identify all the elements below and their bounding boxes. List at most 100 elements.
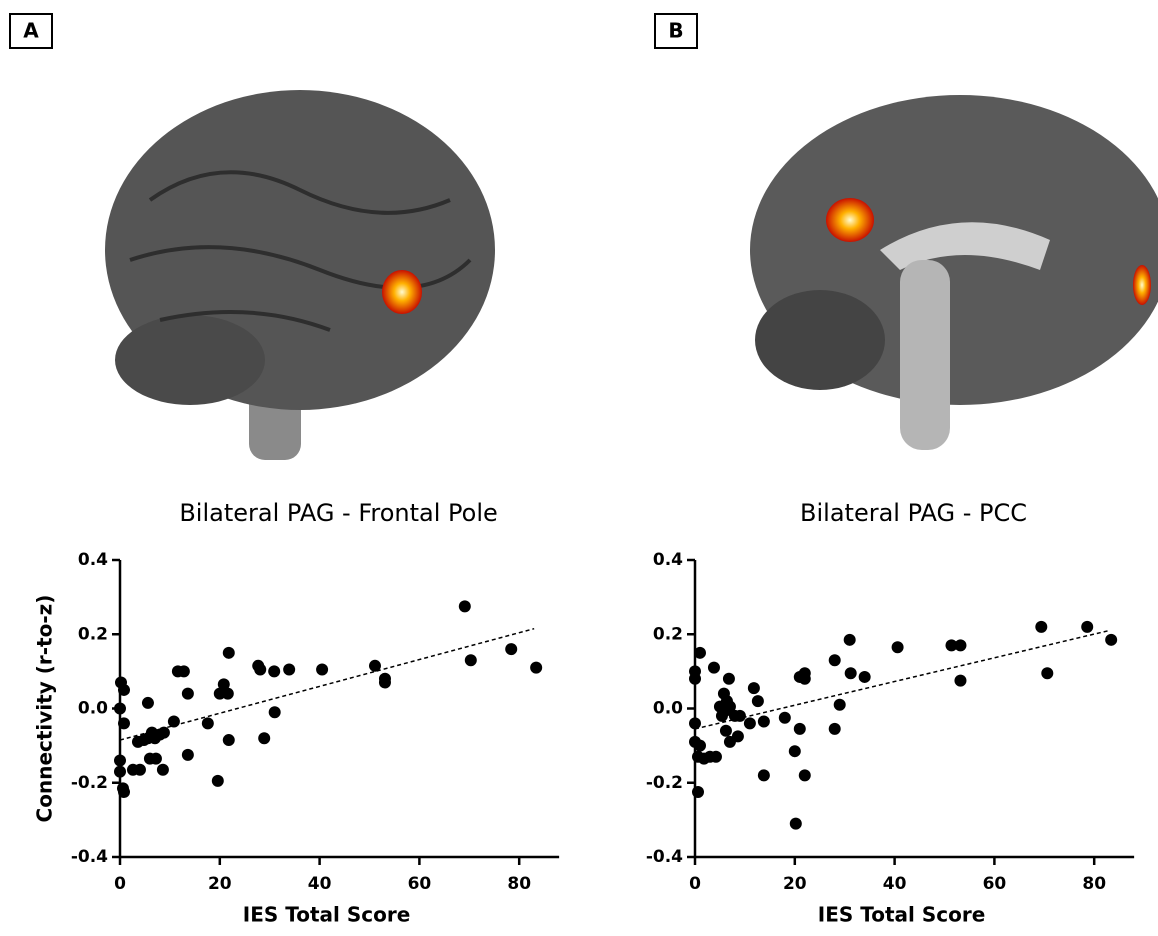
point (142, 697, 154, 709)
point (789, 745, 801, 757)
y-tick-label: -0.2 (71, 773, 108, 793)
point (269, 706, 281, 718)
point (758, 769, 770, 781)
point (790, 818, 802, 830)
y-axis-label: Connectivity (r-to-z) (33, 595, 57, 823)
chart-title: Bilateral PAG - Frontal Pole (179, 499, 497, 527)
x-tick-label: 40 (883, 874, 907, 894)
x-tick-label: 0 (114, 874, 126, 894)
point (118, 717, 130, 729)
point (1035, 621, 1047, 633)
point (157, 764, 169, 776)
point (1041, 667, 1053, 679)
x-tick-label: 60 (408, 874, 432, 894)
point (758, 715, 770, 727)
x-axis-label: IES Total Score (243, 903, 411, 927)
y-tick-label: 0.4 (78, 550, 108, 570)
activation (1133, 265, 1151, 305)
x-tick-label: 0 (689, 874, 701, 894)
point (459, 600, 471, 612)
x-tick-label: 80 (1082, 874, 1106, 894)
point (892, 641, 904, 653)
point (1105, 634, 1117, 646)
point (734, 710, 746, 722)
point (268, 665, 280, 677)
point (150, 753, 162, 765)
point (258, 732, 270, 744)
point (223, 734, 235, 746)
point (845, 667, 857, 679)
y-tick-label: -0.4 (71, 847, 108, 867)
point (168, 715, 180, 727)
point (744, 717, 756, 729)
brainstem (900, 260, 950, 450)
point (223, 647, 235, 659)
x-tick-label: 60 (983, 874, 1007, 894)
cerebellum (115, 315, 265, 405)
y-tick-label: 0.0 (78, 699, 108, 719)
point (118, 684, 130, 696)
point (694, 740, 706, 752)
point (530, 662, 542, 674)
point (954, 639, 966, 651)
point (844, 634, 856, 646)
point (202, 717, 214, 729)
point (158, 727, 170, 739)
brain-image-a (105, 90, 495, 460)
point (182, 688, 194, 700)
point (692, 786, 704, 798)
point (708, 662, 720, 674)
x-tick-label: 20 (783, 874, 807, 894)
point (799, 667, 811, 679)
point (799, 769, 811, 781)
point (829, 654, 841, 666)
x-tick-label: 40 (308, 874, 332, 894)
activation (826, 198, 874, 242)
y-tick-label: -0.4 (646, 847, 683, 867)
point (794, 723, 806, 735)
point (379, 677, 391, 689)
point (752, 695, 764, 707)
panel-label: A (23, 19, 39, 43)
point (829, 723, 841, 735)
y-tick-label: 0.4 (653, 550, 683, 570)
point (720, 725, 732, 737)
point (178, 665, 190, 677)
point (222, 688, 234, 700)
point (134, 764, 146, 776)
point (954, 675, 966, 687)
point (465, 654, 477, 666)
point (114, 754, 126, 766)
point (254, 664, 266, 676)
point (316, 664, 328, 676)
point (694, 647, 706, 659)
point (369, 660, 381, 672)
point (779, 712, 791, 724)
point (1081, 621, 1093, 633)
y-tick-label: 0.2 (78, 624, 108, 644)
point (212, 775, 224, 787)
cerebellum (755, 290, 885, 390)
point (710, 751, 722, 763)
point (505, 643, 517, 655)
point (723, 673, 735, 685)
trend-line (120, 629, 534, 740)
brain-image-b (750, 95, 1158, 450)
chart-title: Bilateral PAG - PCC (800, 499, 1027, 527)
point (859, 671, 871, 683)
point (689, 673, 701, 685)
point (748, 682, 760, 694)
point (834, 699, 846, 711)
y-tick-label: 0.0 (653, 699, 683, 719)
y-tick-label: -0.2 (646, 773, 683, 793)
activation (382, 270, 422, 314)
point (118, 786, 130, 798)
point (689, 717, 701, 729)
point (732, 730, 744, 742)
x-tick-label: 80 (507, 874, 531, 894)
figure: A Bilateral PAG - Frontal Pole IES Total S… (0, 0, 1158, 936)
point (114, 703, 126, 715)
point (114, 766, 126, 778)
x-tick-label: 20 (208, 874, 232, 894)
point (182, 749, 194, 761)
